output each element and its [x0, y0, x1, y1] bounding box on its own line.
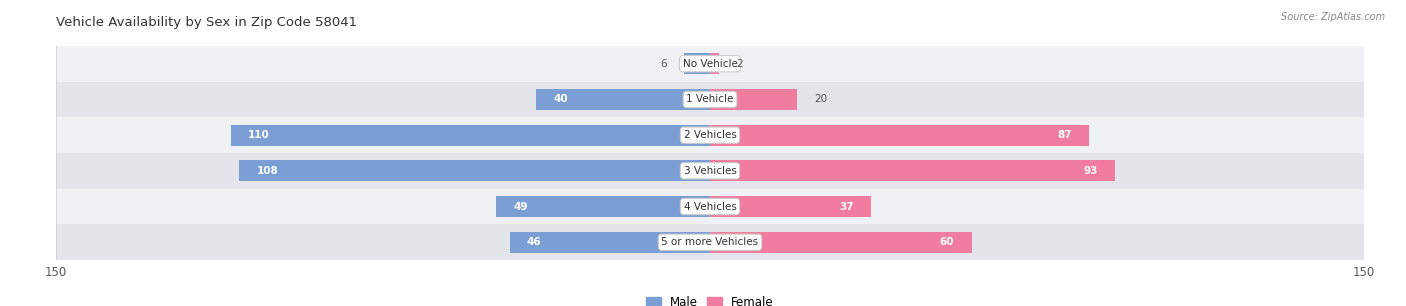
Text: 46: 46 — [527, 237, 541, 247]
Text: 5 or more Vehicles: 5 or more Vehicles — [661, 237, 759, 247]
Text: Vehicle Availability by Sex in Zip Code 58041: Vehicle Availability by Sex in Zip Code … — [56, 16, 357, 29]
Text: 37: 37 — [839, 202, 853, 211]
Text: 93: 93 — [1084, 166, 1098, 176]
Text: 49: 49 — [515, 202, 529, 211]
Bar — [710, 196, 872, 217]
Text: 110: 110 — [247, 130, 270, 140]
Bar — [56, 46, 1364, 82]
Bar — [536, 89, 710, 110]
Bar — [56, 117, 1364, 153]
Text: 20: 20 — [814, 95, 828, 104]
Bar — [710, 54, 718, 74]
Bar — [710, 232, 972, 253]
Bar — [231, 125, 710, 146]
Bar — [56, 189, 1364, 224]
Text: 3 Vehicles: 3 Vehicles — [683, 166, 737, 176]
Bar — [496, 196, 710, 217]
Text: 60: 60 — [939, 237, 955, 247]
Text: No Vehicle: No Vehicle — [682, 59, 738, 69]
Text: Source: ZipAtlas.com: Source: ZipAtlas.com — [1281, 12, 1385, 22]
Text: 87: 87 — [1057, 130, 1071, 140]
Text: 1 Vehicle: 1 Vehicle — [686, 95, 734, 104]
Bar — [56, 224, 1364, 260]
Bar — [710, 125, 1090, 146]
Bar — [683, 54, 710, 74]
Bar — [509, 232, 710, 253]
Text: 6: 6 — [659, 59, 666, 69]
Legend: Male, Female: Male, Female — [641, 292, 779, 306]
Bar — [710, 160, 1115, 181]
Bar — [710, 89, 797, 110]
Bar — [56, 82, 1364, 117]
Text: 40: 40 — [553, 95, 568, 104]
Text: 108: 108 — [257, 166, 278, 176]
Text: 4 Vehicles: 4 Vehicles — [683, 202, 737, 211]
Text: 2: 2 — [737, 59, 742, 69]
Text: 2 Vehicles: 2 Vehicles — [683, 130, 737, 140]
Bar — [239, 160, 710, 181]
Bar — [56, 153, 1364, 189]
